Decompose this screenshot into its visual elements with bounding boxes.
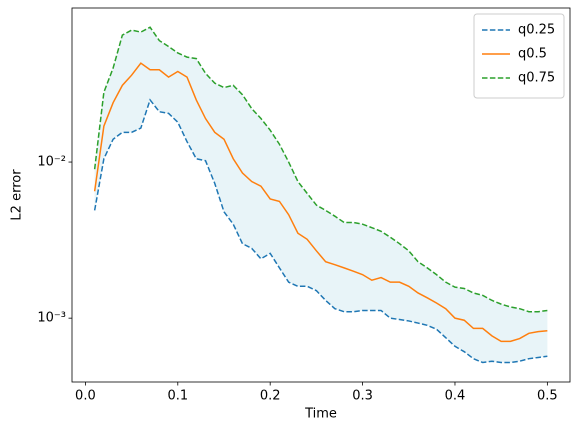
y-tick-label: 10⁻² bbox=[37, 155, 66, 170]
x-tick-label: 0.5 bbox=[537, 389, 558, 404]
legend-label: q0.25 bbox=[518, 23, 555, 38]
series-line bbox=[93, 98, 548, 364]
plot-frame bbox=[71, 7, 571, 383]
x-tick-label: 0.2 bbox=[260, 389, 281, 404]
x-tick-label: 0.0 bbox=[75, 389, 96, 404]
y-tick-label: 10⁻³ bbox=[37, 311, 66, 326]
legend: q0.25 q0.5 q0.75 bbox=[473, 13, 565, 99]
x-tick-label: 0.1 bbox=[167, 389, 188, 404]
legend-label: q0.75 bbox=[518, 71, 555, 86]
quantile-band bbox=[94, 27, 548, 363]
series-line bbox=[93, 62, 548, 343]
x-tick-label: 0.4 bbox=[445, 389, 466, 404]
legend-box bbox=[473, 13, 565, 99]
legend-label: q0.5 bbox=[518, 47, 547, 62]
series-line bbox=[93, 26, 548, 313]
x-tick-label: 0.3 bbox=[352, 389, 373, 404]
y-axis-label: L2 error bbox=[10, 169, 25, 221]
x-axis-label: Time bbox=[304, 407, 337, 422]
